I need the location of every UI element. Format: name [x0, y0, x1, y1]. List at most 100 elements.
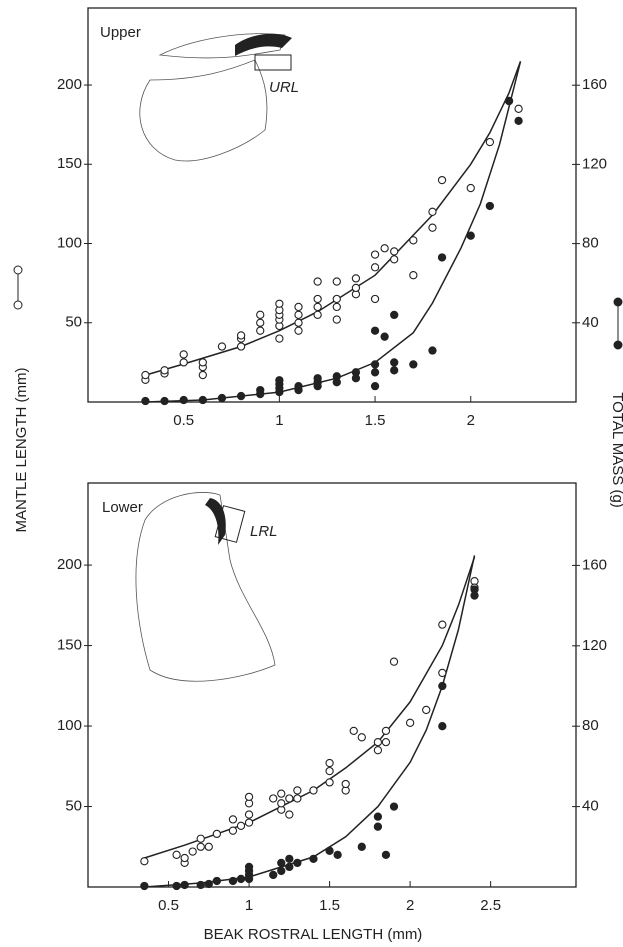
open-point	[180, 853, 189, 863]
filled-point	[466, 231, 475, 240]
filled-point	[140, 881, 149, 891]
y-tick-label: 150	[57, 637, 82, 654]
open-point	[236, 331, 246, 340]
open-point	[196, 834, 205, 843]
open-point	[309, 786, 318, 795]
filled-point	[504, 96, 514, 106]
open-point	[380, 244, 389, 253]
top-frame	[87, 7, 577, 403]
x-tick-label: 2	[406, 897, 414, 914]
y-tick-label: 150	[57, 155, 82, 172]
open-point	[466, 183, 475, 193]
open-point	[373, 737, 383, 747]
filled-point	[244, 862, 254, 872]
filled-point	[277, 858, 286, 868]
y-tick-label: 50	[65, 797, 82, 814]
filled-point	[409, 360, 418, 369]
open-point	[236, 821, 246, 830]
open-point	[277, 799, 286, 808]
filled-point	[437, 253, 447, 262]
open-point	[332, 277, 341, 286]
filled-point	[485, 201, 495, 211]
x-tick-label: 1.5	[319, 897, 340, 914]
filled-point	[236, 391, 246, 401]
y2-axis-title: TOTAL MASS (g)	[609, 392, 623, 508]
x-tick-label: 2.5	[480, 897, 501, 914]
open-point	[370, 250, 380, 259]
open-point	[275, 334, 284, 343]
open-point	[381, 726, 391, 736]
y2-tick-label: 160	[582, 556, 607, 573]
y2-tick-label: 160	[582, 76, 607, 93]
filled-point	[212, 876, 221, 886]
open-point	[228, 815, 238, 824]
filled-point	[172, 881, 181, 891]
open-point	[373, 746, 383, 755]
filled-point	[325, 846, 334, 855]
filled-point	[180, 880, 189, 890]
open-point	[313, 310, 322, 319]
open-point	[349, 726, 358, 736]
filled-point	[438, 722, 447, 731]
filled-point	[198, 395, 207, 405]
filled-point	[370, 368, 380, 377]
filled-point	[428, 346, 437, 355]
open-point	[390, 247, 399, 256]
open-point	[293, 794, 302, 803]
open-point	[405, 718, 415, 727]
y2-tick-label: 120	[582, 637, 607, 654]
y-axis-title: MANTLE LENGTH (mm)	[13, 367, 30, 532]
filled-point	[294, 382, 303, 391]
filled-point	[141, 396, 150, 406]
filled-point	[228, 876, 238, 886]
open-point	[256, 310, 265, 319]
bottom-frame	[87, 482, 577, 888]
filled-point	[389, 802, 399, 811]
filled-point	[313, 374, 322, 383]
open-point	[277, 789, 286, 798]
x-tick-label: 2	[467, 412, 475, 429]
open-point	[325, 758, 334, 768]
x-tick-label: 1	[245, 897, 253, 914]
x-tick-label: 1	[275, 412, 283, 429]
open-point	[341, 779, 350, 789]
filled-point	[381, 850, 391, 859]
y-tick-label: 100	[57, 717, 82, 734]
filled-point	[204, 879, 213, 889]
open-point	[294, 310, 303, 319]
filled-point	[160, 396, 169, 406]
filled-point	[236, 874, 246, 884]
fit-curve	[145, 61, 522, 376]
open-point	[381, 737, 391, 747]
x-tick-label: 0.5	[158, 897, 179, 914]
y2-tick-label: 40	[582, 798, 599, 815]
open-point	[256, 326, 265, 335]
lower-beak-sketch	[135, 492, 276, 682]
open-point	[269, 794, 278, 803]
y-tick-label: 50	[65, 314, 82, 331]
open-point	[141, 370, 150, 380]
filled-point	[470, 585, 479, 594]
open-point	[285, 794, 294, 803]
open-point	[294, 326, 303, 335]
filled-point	[370, 326, 380, 335]
open-point	[514, 104, 523, 113]
open-point	[188, 847, 197, 856]
open-point	[428, 223, 437, 232]
open-point	[179, 350, 188, 359]
open-point	[332, 315, 341, 324]
open-point	[244, 792, 254, 802]
open-point	[140, 857, 149, 866]
y-tick-label: 200	[57, 76, 82, 93]
filled-point	[269, 870, 278, 880]
open-point	[275, 299, 284, 308]
x-tick-label: 0.5	[173, 412, 194, 429]
open-point	[357, 733, 366, 742]
open-point	[212, 829, 221, 839]
open-point	[198, 358, 207, 367]
open-point	[196, 842, 205, 851]
x-tick-label: 1.5	[365, 412, 386, 429]
open-point	[217, 342, 227, 351]
open-point	[244, 818, 254, 827]
